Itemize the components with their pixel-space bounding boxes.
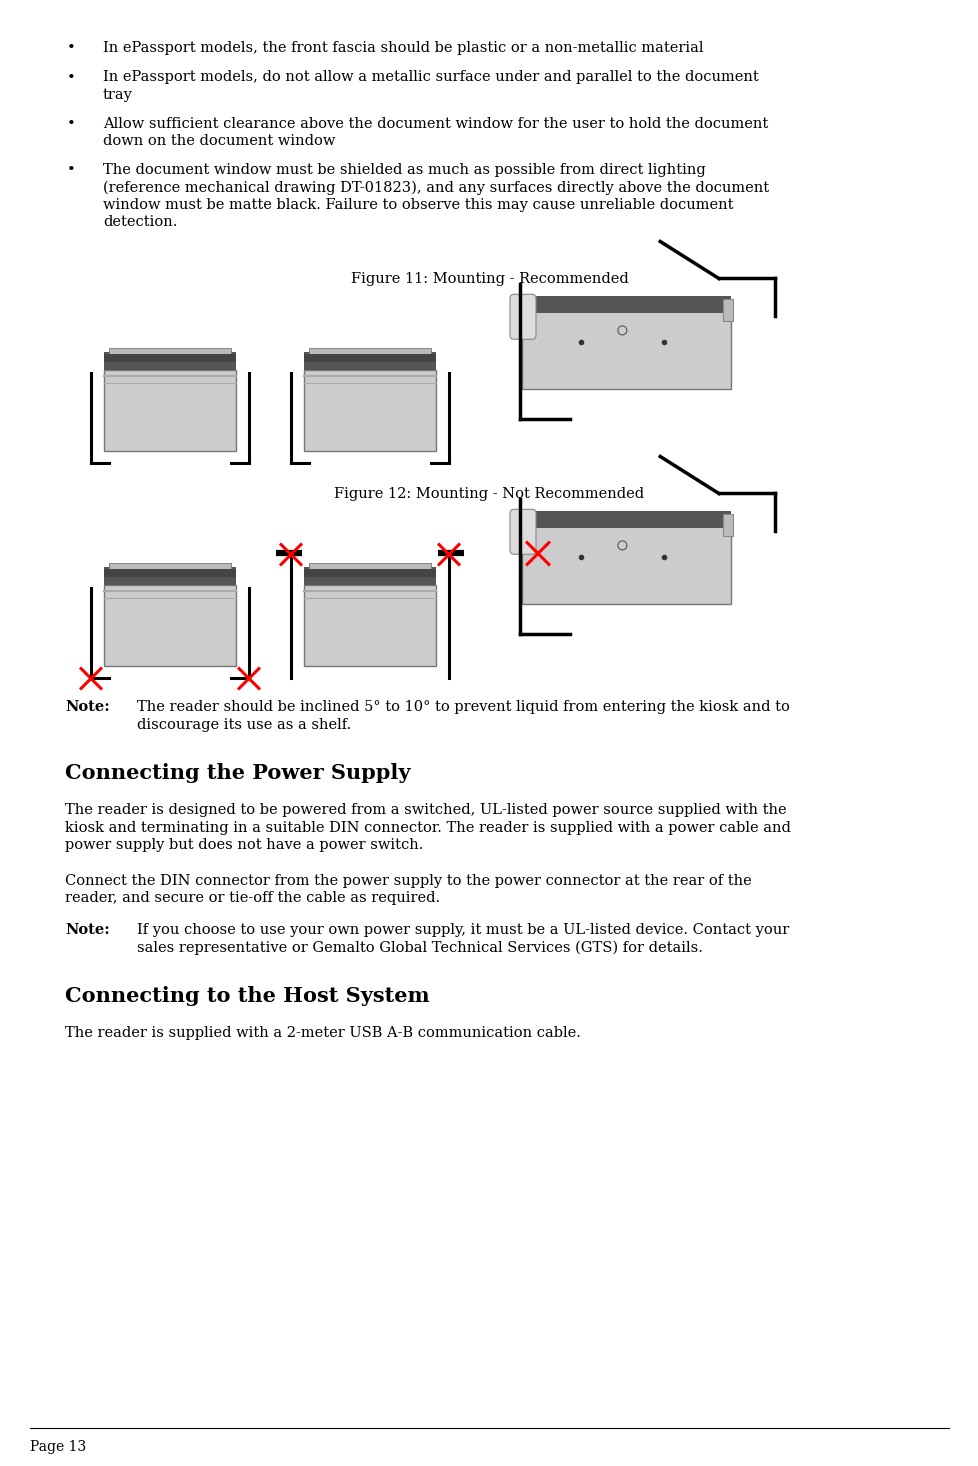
FancyBboxPatch shape [104, 353, 236, 362]
Text: Connecting to the Host System: Connecting to the Host System [65, 987, 429, 1006]
FancyBboxPatch shape [104, 569, 236, 578]
FancyBboxPatch shape [304, 585, 435, 667]
FancyBboxPatch shape [304, 369, 435, 452]
Text: Page 13: Page 13 [30, 1440, 86, 1454]
Text: tray: tray [103, 88, 133, 101]
Text: detection.: detection. [103, 216, 177, 230]
Text: In ePassport models, the front fascia should be plastic or a non-metallic materi: In ePassport models, the front fascia sh… [103, 41, 703, 56]
Text: •: • [67, 164, 75, 177]
FancyBboxPatch shape [304, 567, 435, 585]
Text: Connect the DIN connector from the power supply to the power connector at the re: Connect the DIN connector from the power… [65, 874, 751, 888]
Text: Connecting the Power Supply: Connecting the Power Supply [65, 764, 410, 783]
FancyBboxPatch shape [104, 567, 236, 585]
Text: sales representative or Gemalto Global Technical Services (GTS) for details.: sales representative or Gemalto Global T… [137, 941, 702, 954]
FancyBboxPatch shape [304, 569, 435, 578]
FancyBboxPatch shape [510, 509, 535, 554]
Text: (reference mechanical drawing DT-01823), and any surfaces directly above the doc: (reference mechanical drawing DT-01823),… [103, 180, 769, 195]
FancyBboxPatch shape [110, 347, 231, 355]
FancyBboxPatch shape [521, 523, 731, 604]
Text: •: • [67, 117, 75, 130]
FancyBboxPatch shape [521, 309, 731, 388]
Text: •: • [67, 70, 75, 85]
Text: kiosk and terminating in a suitable DIN connector. The reader is supplied with a: kiosk and terminating in a suitable DIN … [65, 821, 790, 836]
Text: •: • [67, 41, 75, 56]
Text: The reader is designed to be powered from a switched, UL-listed power source sup: The reader is designed to be powered fro… [65, 803, 785, 818]
FancyBboxPatch shape [304, 352, 435, 369]
FancyBboxPatch shape [304, 353, 435, 362]
FancyBboxPatch shape [104, 585, 236, 667]
FancyBboxPatch shape [723, 515, 733, 535]
FancyBboxPatch shape [104, 369, 236, 452]
FancyBboxPatch shape [309, 563, 430, 570]
Text: The reader is supplied with a 2-meter USB A-B communication cable.: The reader is supplied with a 2-meter US… [65, 1026, 580, 1039]
Text: Figure 12: Mounting - Not Recommended: Figure 12: Mounting - Not Recommended [334, 488, 644, 501]
Text: reader, and secure or tie-off the cable as required.: reader, and secure or tie-off the cable … [65, 891, 440, 906]
FancyBboxPatch shape [110, 563, 231, 570]
Text: The reader should be inclined 5° to 10° to prevent liquid from entering the kios: The reader should be inclined 5° to 10° … [137, 701, 789, 714]
Text: Allow sufficient clearance above the document window for the user to hold the do: Allow sufficient clearance above the doc… [103, 116, 768, 130]
Text: power supply but does not have a power switch.: power supply but does not have a power s… [65, 839, 422, 853]
FancyBboxPatch shape [104, 352, 236, 369]
FancyBboxPatch shape [309, 347, 430, 355]
FancyBboxPatch shape [723, 299, 733, 321]
Text: If you choose to use your own power supply, it must be a UL-listed device. Conta: If you choose to use your own power supp… [137, 924, 788, 937]
Text: The document window must be shielded as much as possible from direct lighting: The document window must be shielded as … [103, 163, 705, 177]
Text: discourage its use as a shelf.: discourage its use as a shelf. [137, 718, 351, 732]
Text: window must be matte black. Failure to observe this may cause unreliable documen: window must be matte black. Failure to o… [103, 198, 733, 213]
FancyBboxPatch shape [521, 512, 731, 528]
Text: down on the document window: down on the document window [103, 133, 335, 148]
FancyBboxPatch shape [521, 296, 731, 312]
Text: Note:: Note: [65, 701, 110, 714]
FancyBboxPatch shape [510, 295, 535, 339]
Text: Note:: Note: [65, 924, 110, 937]
Text: Figure 11: Mounting - Recommended: Figure 11: Mounting - Recommended [350, 273, 628, 286]
Text: In ePassport models, do not allow a metallic surface under and parallel to the d: In ePassport models, do not allow a meta… [103, 70, 758, 84]
